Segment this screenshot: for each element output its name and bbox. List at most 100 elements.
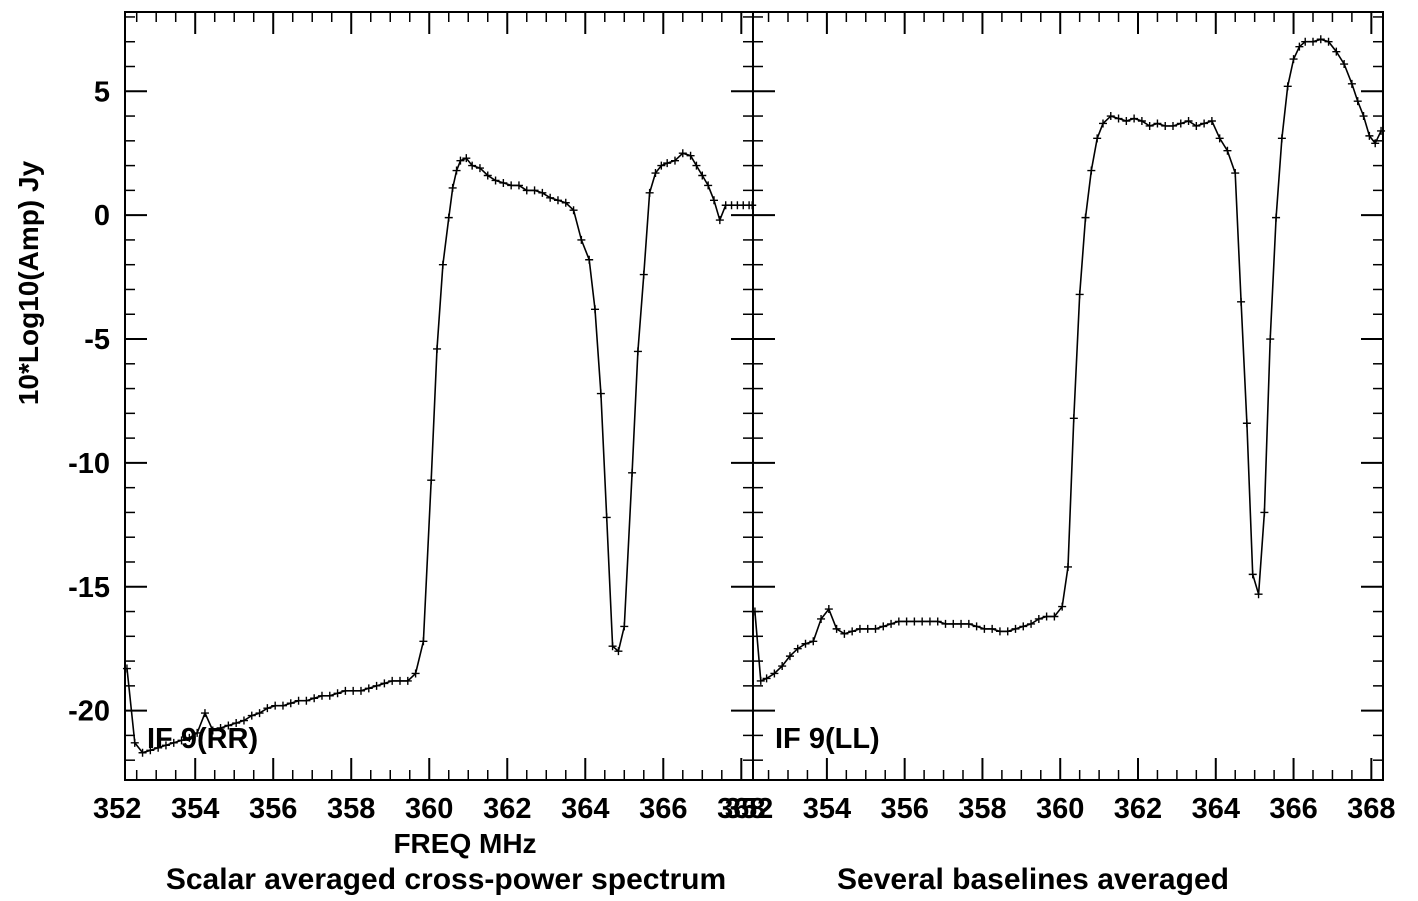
- data-point-marker: [169, 738, 178, 747]
- data-point-marker: [538, 188, 547, 197]
- data-point-marker: [1075, 290, 1084, 299]
- y-tick-label: 0: [94, 200, 110, 232]
- data-point-marker: [1169, 121, 1177, 130]
- data-point-marker: [645, 188, 654, 197]
- data-point-marker: [698, 171, 707, 180]
- data-point-marker: [902, 617, 911, 626]
- series-line-1: [126, 152, 753, 754]
- data-point-marker: [530, 186, 539, 195]
- data-point-marker: [1161, 121, 1170, 130]
- x-tick-label: 354: [171, 793, 219, 825]
- x-tick-label: 352: [725, 793, 773, 825]
- data-point-marker: [161, 741, 170, 750]
- x-tick-label: 368: [717, 793, 765, 825]
- data-point-marker: [263, 704, 272, 713]
- data-point-marker: [388, 676, 397, 685]
- data-point-marker: [639, 270, 648, 279]
- data-point-marker: [1231, 169, 1240, 178]
- data-point-marker: [255, 709, 264, 718]
- data-point-marker: [1019, 622, 1028, 631]
- data-point-marker: [670, 156, 679, 165]
- panel-frame-2: [752, 11, 1384, 781]
- data-point-marker: [651, 169, 660, 178]
- data-point-marker: [709, 196, 718, 205]
- data-point-marker: [577, 235, 586, 244]
- data-point-marker: [1106, 112, 1115, 121]
- data-point-marker: [1309, 37, 1317, 46]
- x-tick-label: 358: [327, 793, 375, 825]
- data-point-marker: [1215, 134, 1224, 143]
- data-point-marker: [1283, 82, 1292, 91]
- data-point-marker: [1027, 619, 1036, 628]
- data-point-marker: [863, 624, 872, 633]
- data-point-marker: [957, 619, 966, 628]
- data-point-marker: [1248, 570, 1257, 579]
- data-point-marker: [633, 347, 642, 356]
- data-point-marker: [1184, 117, 1193, 126]
- data-point-marker: [596, 389, 605, 398]
- data-point-marker: [1137, 117, 1146, 126]
- panel-label-1: IF 9(RR): [147, 723, 258, 755]
- data-point-marker: [1237, 297, 1246, 306]
- y-tick-label: 5: [94, 76, 110, 108]
- data-point-marker: [824, 605, 833, 614]
- panel-frame-1: [124, 11, 754, 781]
- data-point-marker: [988, 624, 997, 633]
- y-tick-label: -20: [68, 696, 110, 728]
- data-point-marker: [302, 696, 311, 705]
- data-point-marker: [317, 691, 326, 700]
- data-point-marker: [310, 694, 319, 703]
- y-axis-title: 10*Log10(Amp) Jy: [13, 160, 44, 405]
- data-point-marker: [146, 746, 155, 755]
- data-point-marker: [216, 723, 225, 732]
- data-point-marker: [247, 711, 256, 720]
- data-point-marker: [941, 619, 950, 628]
- data-point-marker: [778, 662, 787, 671]
- data-point-marker: [785, 652, 794, 661]
- data-point-marker: [1176, 119, 1185, 128]
- data-point-marker: [964, 619, 973, 628]
- data-point-marker: [1289, 55, 1298, 64]
- data-point-marker: [1200, 119, 1209, 128]
- series-line-2: [754, 38, 1382, 683]
- data-point-marker: [1050, 612, 1059, 621]
- data-point-marker: [138, 748, 147, 757]
- data-point-marker: [468, 161, 477, 170]
- data-point-marker: [193, 728, 202, 737]
- data-point-marker: [1069, 414, 1078, 423]
- data-point-marker: [840, 629, 849, 638]
- data-point-marker: [1347, 79, 1356, 88]
- data-point-marker: [419, 637, 428, 646]
- data-point-marker: [1260, 508, 1269, 517]
- data-point-marker: [1377, 126, 1386, 135]
- data-point-marker: [879, 622, 888, 631]
- data-point-marker: [232, 719, 241, 728]
- caption-right: Several baselines averaged: [837, 863, 1229, 896]
- data-point-marker: [1145, 121, 1154, 130]
- data-point-marker: [395, 676, 404, 685]
- data-point-marker: [514, 181, 523, 190]
- data-point-marker: [995, 627, 1004, 636]
- data-point-marker: [130, 738, 139, 747]
- data-point-marker: [980, 624, 989, 633]
- x-tick-label: 362: [1114, 793, 1162, 825]
- data-point-marker: [1223, 146, 1232, 155]
- x-tick-label: 366: [1269, 793, 1317, 825]
- data-point-marker: [507, 181, 516, 190]
- data-point-marker: [208, 726, 217, 735]
- data-point-marker: [608, 642, 617, 651]
- data-point-marker: [704, 181, 713, 190]
- data-point-marker: [349, 686, 358, 695]
- x-tick-label: 356: [880, 793, 928, 825]
- data-point-marker: [433, 344, 442, 353]
- data-point-marker: [1042, 612, 1051, 621]
- data-point-marker: [748, 201, 757, 210]
- x-tick-label: 360: [405, 793, 453, 825]
- data-point-marker: [1034, 614, 1043, 623]
- data-point-marker: [910, 617, 919, 626]
- data-point-marker: [271, 701, 280, 710]
- data-point-marker: [1011, 624, 1020, 633]
- data-point-marker: [462, 154, 471, 163]
- data-point-marker: [1093, 134, 1102, 143]
- data-point-marker: [925, 617, 934, 626]
